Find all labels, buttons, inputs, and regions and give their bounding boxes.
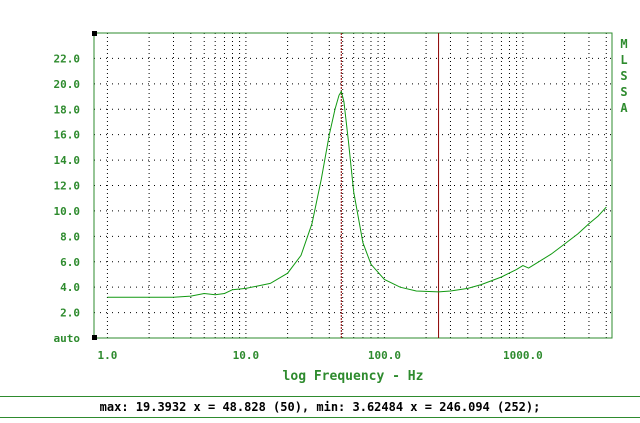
- cursors: [340, 33, 440, 338]
- y-tick-label: 8.0: [60, 230, 80, 243]
- series-line: [107, 90, 607, 298]
- y-tick-label: 6.0: [60, 256, 80, 269]
- x-axis-ticks: 1.0 10.0 100.0 1000.0: [97, 349, 542, 362]
- y-tick-label: 2.0: [60, 307, 80, 320]
- y-tick-label: auto: [54, 332, 81, 345]
- x-tick-label: 1.0: [97, 349, 117, 362]
- y-tick-label: 22.0: [54, 52, 81, 65]
- frame-corner-marker-bottom: [92, 335, 97, 340]
- side-label-letter: A: [620, 101, 628, 115]
- side-label-letter: L: [620, 53, 627, 67]
- status-divider-bottom: [0, 417, 640, 418]
- status-readout: max: 19.3932 x = 48.828 (50), min: 3.624…: [99, 400, 541, 414]
- y-tick-label: 18.0: [54, 103, 81, 116]
- plot-frame: [93, 32, 613, 339]
- frame-corner-marker-top: [92, 31, 97, 36]
- y-tick-label: 14.0: [54, 154, 81, 167]
- y-axis-ticks: auto 2.0 4.0 6.0 8.0 10.0 12.0 14.0 16.0 18.0 20.0…: [54, 52, 81, 345]
- y-tick-label: 4.0: [60, 281, 80, 294]
- side-label-letter: M: [620, 37, 627, 51]
- x-axis-label: log Frequency - Hz: [283, 369, 424, 384]
- y-tick-label: 10.0: [54, 205, 81, 218]
- y-tick-label: 16.0: [54, 129, 81, 142]
- y-tick-label: 20.0: [54, 78, 81, 91]
- y-tick-label: 12.0: [54, 180, 81, 193]
- side-label-letter: S: [620, 69, 627, 83]
- side-label-letter: S: [620, 85, 627, 99]
- x-tick-label: 100.0: [368, 349, 401, 362]
- grid: [94, 33, 612, 338]
- x-tick-label: 10.0: [233, 349, 260, 362]
- x-tick-label: 1000.0: [503, 349, 543, 362]
- status-divider-top: [0, 396, 640, 397]
